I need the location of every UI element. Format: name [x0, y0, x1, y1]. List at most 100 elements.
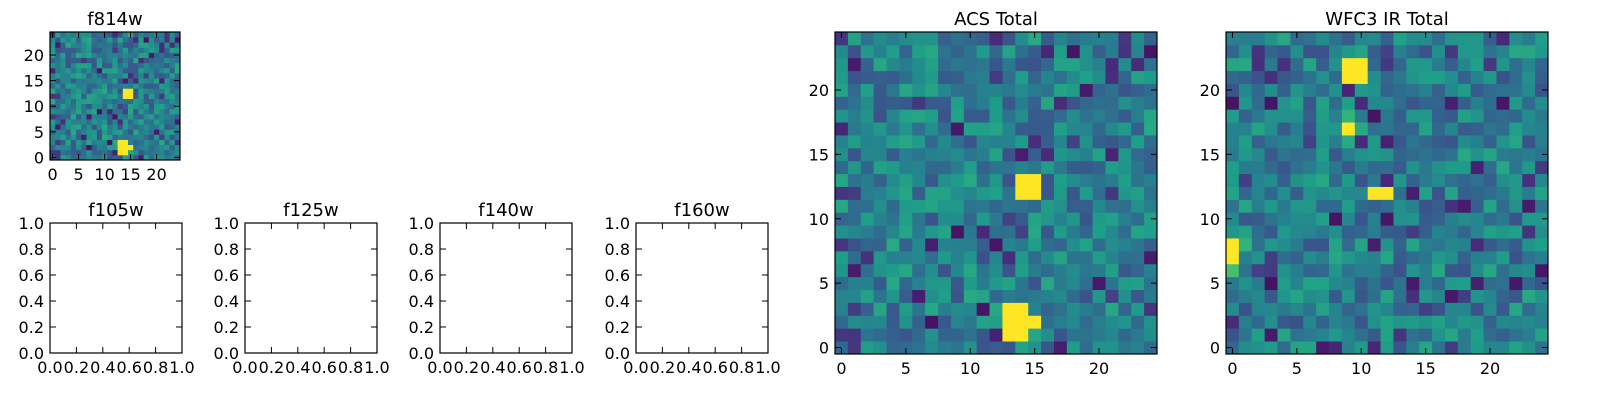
heatmap-cell [1264, 160, 1278, 175]
heatmap-cell [1444, 135, 1459, 149]
heatmap-cell [60, 113, 66, 120]
heatmap-cell [899, 70, 913, 84]
heatmap-cell [1470, 250, 1484, 265]
heatmap-cell [1002, 341, 1016, 355]
heatmap-cell [133, 149, 139, 156]
heatmap-cell [1406, 160, 1420, 175]
heatmap-cell [159, 144, 165, 151]
heatmap-cell [60, 72, 66, 79]
heatmap-cell [1432, 263, 1446, 278]
heatmap-cell [148, 62, 155, 69]
heatmap-cell [70, 149, 77, 156]
heatmap-cell [1303, 238, 1317, 252]
heatmap-cell [1444, 57, 1459, 72]
heatmap-cell [1015, 147, 1029, 162]
heatmap-cell [1483, 302, 1497, 316]
heatmap-cell [76, 67, 82, 74]
heatmap-cell [1066, 186, 1081, 200]
heatmap-cell [143, 42, 150, 48]
heatmap-cell [873, 225, 887, 239]
x-tick-label: 0.6 [702, 358, 727, 377]
y-tick-label: 15 [1200, 145, 1220, 164]
heatmap-cell [1457, 173, 1472, 187]
heatmap-cell [873, 199, 887, 213]
heatmap-cell [164, 134, 170, 140]
heatmap-cell [1066, 160, 1081, 175]
heatmap-cell [86, 98, 92, 105]
heatmap-cell [1496, 109, 1510, 123]
heatmap-cell [899, 135, 913, 149]
heatmap-cell [1226, 147, 1240, 162]
heatmap-cell [112, 103, 118, 110]
heatmap-cell [1535, 263, 1549, 278]
heatmap-cell [1053, 302, 1068, 316]
heatmap-cell [1079, 32, 1093, 46]
y-tick-label: 20 [1200, 81, 1220, 100]
heatmap-cell [1432, 225, 1446, 239]
heatmap-cell [1432, 186, 1446, 200]
heatmap-cell [55, 98, 61, 105]
heatmap-cell [860, 57, 875, 72]
heatmap-cell [873, 173, 887, 187]
heatmap-cell [1329, 122, 1343, 136]
heatmap-cell [1002, 250, 1016, 265]
panel-title: f814w [87, 9, 142, 30]
heatmap-cell [1002, 83, 1016, 97]
heatmap-cell [1367, 44, 1381, 59]
heatmap-cell [950, 135, 965, 149]
heatmap-cell [1028, 160, 1042, 175]
heatmap-cell [1522, 289, 1536, 303]
x-tick-label: 1.0 [364, 358, 389, 377]
heatmap-cell [164, 113, 170, 120]
heatmap-cell [1535, 186, 1549, 200]
heatmap-cell [1290, 160, 1304, 175]
heatmap-cell [55, 93, 61, 99]
heatmap-cell [963, 83, 978, 97]
heatmap-cell [1444, 199, 1459, 213]
heatmap-cell [1053, 225, 1068, 239]
heatmap-cell [1015, 173, 1029, 187]
heatmap-cell [1277, 302, 1291, 316]
heatmap-cell [899, 315, 913, 329]
heatmap-cell [1092, 212, 1106, 226]
heatmap-cell [1354, 160, 1369, 175]
heatmap-cell [164, 93, 170, 99]
heatmap-cell [169, 129, 176, 135]
heatmap-cell [1144, 70, 1158, 84]
heatmap-cell [1457, 122, 1472, 136]
heatmap-cell [1470, 212, 1484, 226]
heatmap-cell [1367, 83, 1381, 97]
heatmap-cell [112, 88, 118, 94]
heatmap-cell [107, 52, 113, 58]
heatmap-cell [1341, 315, 1356, 329]
heatmap-cell [886, 70, 900, 84]
heatmap-cell [112, 37, 118, 43]
heatmap-cell [1041, 83, 1055, 97]
heatmap-cell [86, 124, 92, 130]
heatmap-cell [138, 32, 144, 38]
heatmap-cell [1002, 135, 1016, 149]
heatmap-cell [1092, 135, 1106, 149]
heatmap-cell [148, 83, 155, 89]
heatmap-cell [174, 83, 181, 89]
heatmap-cell [1483, 328, 1497, 342]
heatmap-cell [148, 134, 155, 140]
y-tick-label: 5 [34, 123, 44, 142]
heatmap-cell [1470, 32, 1484, 46]
heatmap-cell [112, 134, 118, 140]
heatmap-cell [1041, 199, 1055, 213]
heatmap-cell [138, 154, 144, 161]
heatmap-cell [1522, 328, 1536, 342]
heatmap-cell [1341, 135, 1356, 149]
heatmap-cell [1329, 186, 1343, 200]
heatmap-cell [102, 72, 108, 79]
heatmap-cell [133, 154, 139, 161]
heatmap-cell [102, 144, 108, 151]
x-tick-label: 15 [1415, 359, 1435, 378]
heatmap-cell [122, 52, 129, 58]
heatmap-cell [1264, 315, 1278, 329]
heatmap-cell [1041, 96, 1055, 110]
heatmap-cell [86, 67, 92, 74]
heatmap-cell [1226, 83, 1240, 97]
heatmap-cell [1144, 160, 1158, 175]
